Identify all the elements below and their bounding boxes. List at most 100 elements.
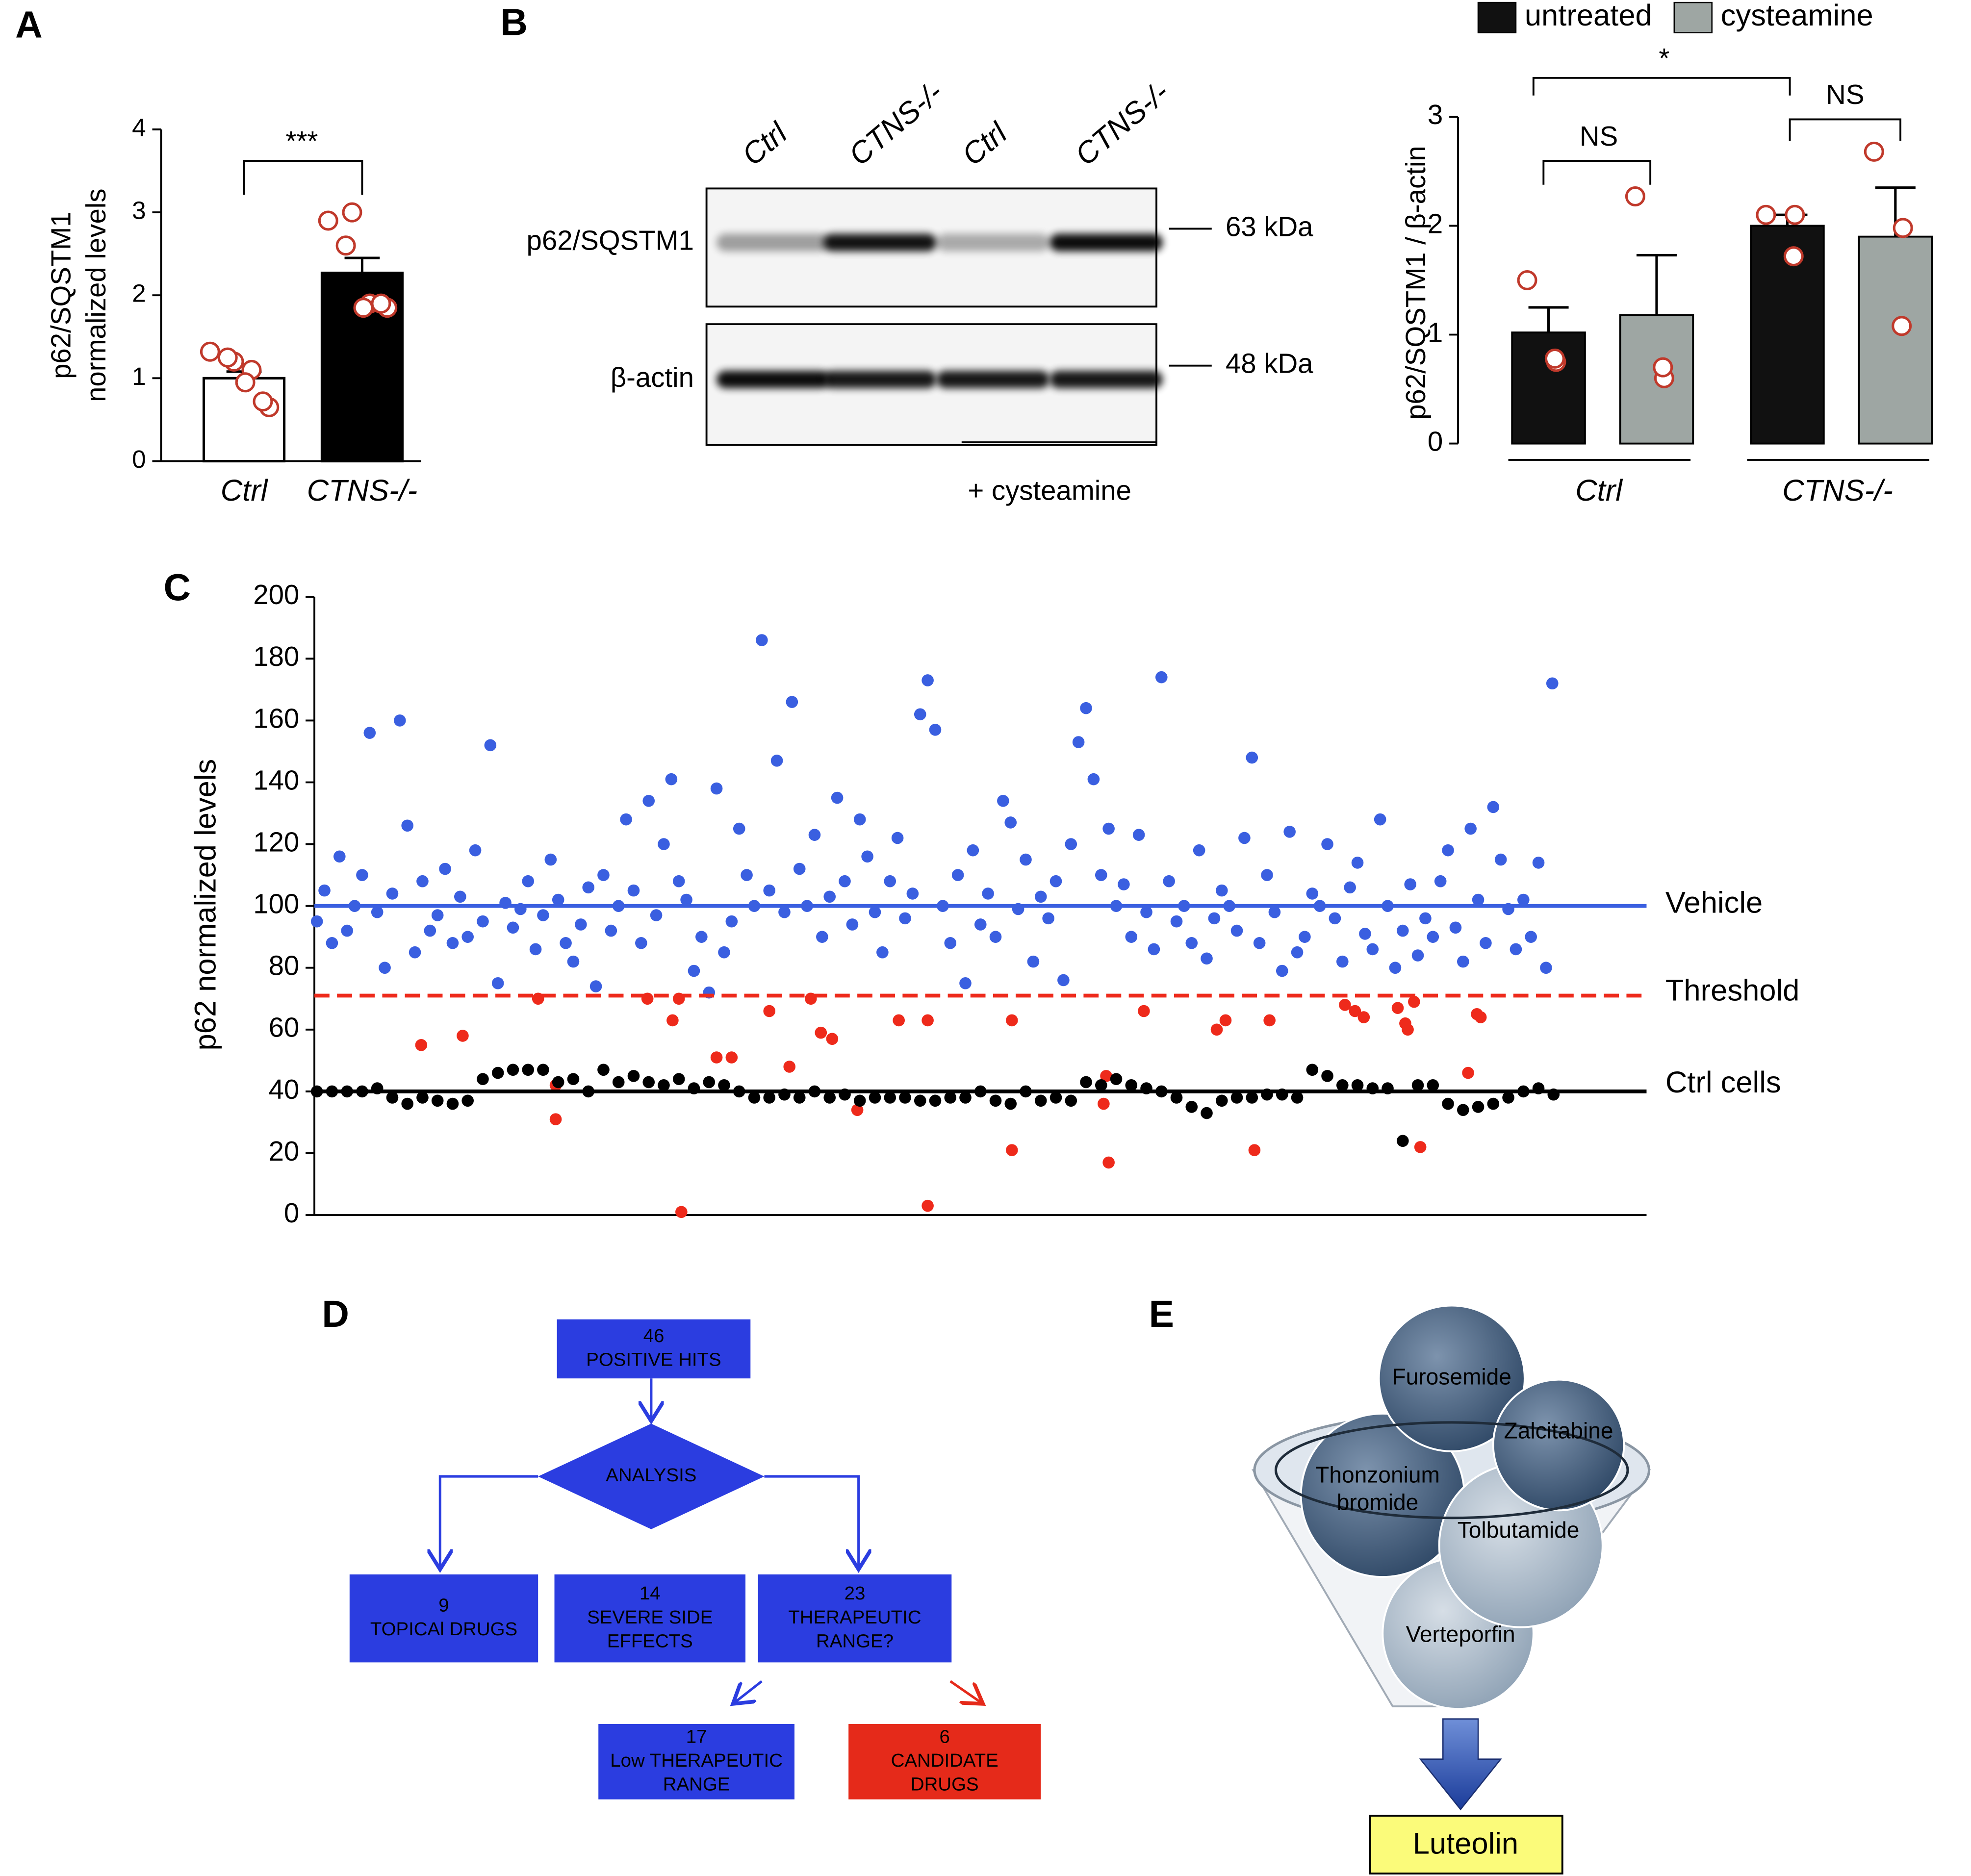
data-point <box>666 1014 679 1027</box>
data-point <box>1653 357 1673 378</box>
data-point <box>1510 943 1522 956</box>
data-point <box>718 946 730 959</box>
data-point <box>1268 906 1281 918</box>
flow-text: 6 <box>940 1726 950 1747</box>
data-point <box>1349 1005 1361 1017</box>
data-point <box>680 893 692 906</box>
flow-text: DRUGS <box>911 1774 979 1795</box>
data-point <box>884 1091 896 1104</box>
panel-label: B <box>500 1 528 44</box>
legend-swatch <box>1673 1 1713 33</box>
reference-label: Vehicle <box>1665 886 1763 919</box>
flow-arrow <box>949 1680 983 1704</box>
funnel-item: Verteporfin <box>1406 1622 1515 1647</box>
data-point <box>439 862 451 875</box>
data-point <box>725 915 738 928</box>
data-point <box>1042 912 1054 925</box>
significance-bracket <box>1532 76 1791 96</box>
data-point <box>710 782 723 795</box>
data-point <box>1283 826 1296 838</box>
lane-label: CTNS-/- <box>843 75 949 172</box>
data-point <box>1185 937 1198 949</box>
data-point <box>959 1091 972 1104</box>
data-point <box>1004 1097 1017 1110</box>
data-point <box>997 795 1009 807</box>
y-tick-label: 1 <box>1428 317 1443 348</box>
data-point <box>922 1014 934 1027</box>
data-point <box>778 906 791 918</box>
flow-text: SEVERE SIDE <box>587 1607 713 1628</box>
data-point <box>831 791 844 804</box>
flow-box <box>557 1319 751 1379</box>
flow-box <box>349 1574 538 1663</box>
data-point <box>1329 912 1341 925</box>
error-bar <box>344 256 380 273</box>
data-point <box>808 829 821 841</box>
data-point <box>914 708 926 721</box>
data-point <box>884 875 896 887</box>
data-point <box>605 924 617 937</box>
data-point <box>851 1104 864 1116</box>
data-point <box>1540 962 1552 974</box>
data-point <box>431 909 444 921</box>
flow-text: TOPICAl DRUGS <box>370 1619 517 1640</box>
y-axis-label: normalized levels <box>80 189 111 402</box>
data-point <box>1080 702 1092 714</box>
data-point <box>763 1005 776 1017</box>
data-point <box>1098 1097 1110 1110</box>
panel-label: D <box>322 1293 349 1335</box>
data-point <box>725 1051 738 1064</box>
data-point <box>1230 1091 1243 1104</box>
data-point <box>756 634 768 646</box>
lane-label: CTNS-/- <box>1069 75 1175 172</box>
data-point <box>1411 1079 1424 1091</box>
size-label: 63 kDa <box>1226 211 1313 242</box>
lane-label: Ctrl <box>956 115 1014 172</box>
y-tick-label: 2 <box>132 279 146 307</box>
data-point <box>217 347 238 368</box>
data-point <box>416 1091 429 1104</box>
data-point <box>1321 1070 1333 1082</box>
flow-text: 46 <box>643 1325 665 1346</box>
significance-label: NS <box>1826 79 1864 110</box>
data-point <box>371 293 391 314</box>
data-point <box>974 918 987 931</box>
legend-label: cysteamine <box>1721 0 1873 32</box>
data-point <box>816 931 828 943</box>
data-point <box>1396 924 1409 937</box>
legend-swatch <box>1477 1 1517 33</box>
data-point <box>326 937 338 949</box>
data-point <box>544 853 557 866</box>
data-point <box>567 1073 580 1085</box>
data-point <box>1201 952 1213 965</box>
data-point <box>627 1070 640 1082</box>
data-point <box>1049 875 1062 887</box>
data-point <box>394 714 406 727</box>
data-point <box>335 235 356 256</box>
flow-text: EFFECTS <box>607 1631 693 1652</box>
data-point <box>1125 931 1138 943</box>
data-point <box>1449 921 1462 934</box>
data-point <box>560 937 572 949</box>
data-point <box>1170 1091 1183 1104</box>
data-point <box>1544 348 1565 369</box>
data-point <box>491 1066 504 1079</box>
data-point <box>650 909 663 921</box>
data-point <box>318 884 331 897</box>
data-point <box>899 912 911 925</box>
panel-label: E <box>1149 1293 1174 1335</box>
y-tick-label: 140 <box>253 764 299 795</box>
data-point <box>469 844 482 857</box>
data-point <box>1140 906 1152 918</box>
y-tick-label: 1 <box>132 362 146 390</box>
result-box <box>1369 1815 1563 1875</box>
data-point <box>741 869 753 881</box>
data-point <box>537 1064 549 1076</box>
data-point <box>1414 1141 1427 1153</box>
data-point <box>1125 1079 1138 1091</box>
data-point <box>675 1206 688 1218</box>
data-point <box>1306 1064 1319 1076</box>
bar <box>1858 235 1933 445</box>
data-point <box>914 1094 926 1107</box>
data-point <box>1170 915 1183 928</box>
